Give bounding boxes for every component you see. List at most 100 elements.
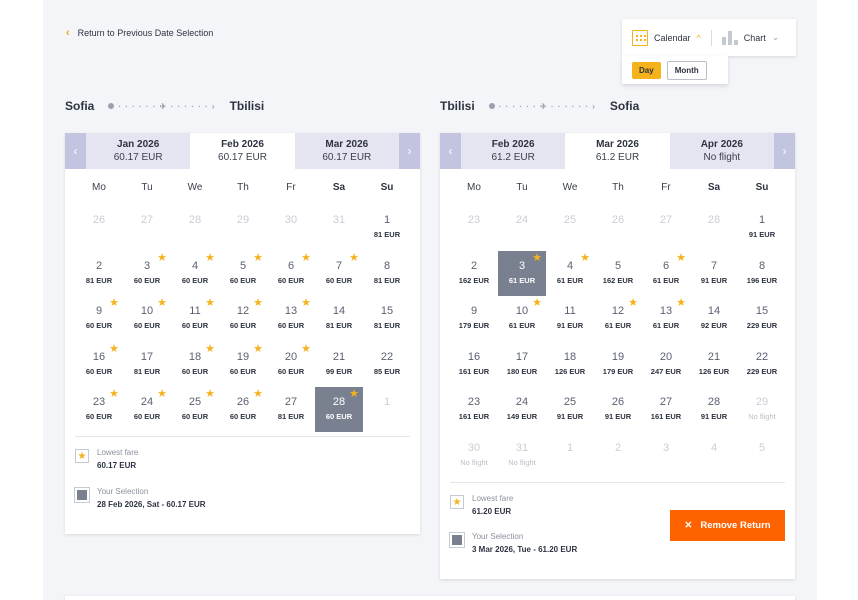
- day-cell[interactable]: 10 60 EUR ★: [123, 296, 171, 341]
- day-cell[interactable]: 11 91 EUR: [546, 296, 594, 341]
- day-cell[interactable]: 10 61 EUR ★: [498, 296, 546, 341]
- day-cell[interactable]: 28 91 EUR: [690, 387, 738, 432]
- day-cell[interactable]: 15 81 EUR: [363, 296, 411, 341]
- day-cell[interactable]: 13 61 EUR ★: [642, 296, 690, 341]
- day-cell[interactable]: 20 247 EUR: [642, 342, 690, 387]
- day-cell[interactable]: 14 81 EUR: [315, 296, 363, 341]
- day-cell[interactable]: 22 229 EUR: [738, 342, 786, 387]
- chart-view-option[interactable]: Chart ⌄: [721, 30, 779, 45]
- day-cell[interactable]: 8 81 EUR: [363, 251, 411, 296]
- day-button[interactable]: Day: [632, 61, 661, 79]
- month-tab-feb[interactable]: Feb 2026 60.17 EUR: [190, 133, 295, 169]
- return-to-previous-link[interactable]: ‹ Return to Previous Date Selection: [66, 27, 213, 39]
- view-toggle-separator: [710, 29, 712, 46]
- day-cell[interactable]: 6 60 EUR ★: [267, 251, 315, 296]
- weekday-header: We: [562, 182, 578, 193]
- day-cell[interactable]: 24 149 EUR: [498, 387, 546, 432]
- day-cell[interactable]: 7 91 EUR: [690, 251, 738, 296]
- day-cell[interactable]: 2 162 EUR: [450, 251, 498, 296]
- prev-month-button[interactable]: ‹: [65, 133, 86, 169]
- day-cell[interactable]: 12 61 EUR ★: [594, 296, 642, 341]
- day-price: 81 EUR: [277, 412, 305, 421]
- legend-value: 3 Mar 2026, Tue - 61.20 EUR: [472, 545, 578, 554]
- day-number: 29: [755, 396, 769, 408]
- legend-divider: [75, 436, 410, 437]
- month-tab-jan[interactable]: Jan 2026 60.17 EUR: [86, 133, 191, 169]
- day-cell[interactable]: 21 126 EUR: [690, 342, 738, 387]
- day-price: 126 EUR: [698, 366, 730, 376]
- day-cell[interactable]: 17 81 EUR: [123, 342, 171, 387]
- day-cell[interactable]: 14 92 EUR: [690, 296, 738, 341]
- day-price: 85 EUR: [373, 366, 401, 376]
- day-cell[interactable]: 16 161 EUR: [450, 342, 498, 387]
- day-number: 29: [236, 214, 250, 226]
- day-cell[interactable]: 18 60 EUR ★: [171, 342, 219, 387]
- day-cell[interactable]: 27 81 EUR: [267, 387, 315, 432]
- day-cell[interactable]: 3 60 EUR ★: [123, 251, 171, 296]
- day-cell: 30: [267, 205, 315, 250]
- day-price: 179 EUR: [602, 366, 634, 376]
- day-number: 1: [566, 441, 574, 454]
- day-number: 3: [662, 441, 670, 454]
- day-cell[interactable]: 25 60 EUR ★: [171, 387, 219, 432]
- calendar-view-option[interactable]: Calendar ^: [632, 29, 701, 46]
- day-cell[interactable]: 26 60 EUR ★: [219, 387, 267, 432]
- day-cell[interactable]: 7 60 EUR ★: [315, 251, 363, 296]
- return-origin: Tbilisi: [440, 99, 475, 113]
- day-cell[interactable]: 20 60 EUR ★: [267, 342, 315, 387]
- weekday-header: We: [187, 182, 203, 193]
- day-price: 247 EUR: [650, 366, 682, 376]
- day-cell[interactable]: 25 91 EUR: [546, 387, 594, 432]
- day-cell[interactable]: 24 60 EUR ★: [123, 387, 171, 432]
- day-cell[interactable]: 19 60 EUR ★: [219, 342, 267, 387]
- month-tab-feb[interactable]: Feb 2026 61.2 EUR: [461, 133, 566, 169]
- day-number: 20: [284, 350, 298, 363]
- day-cell[interactable]: 9 179 EUR: [450, 296, 498, 341]
- month-tab-mar[interactable]: Mar 2026 60.17 EUR: [294, 133, 399, 169]
- close-icon: ✕: [684, 520, 693, 531]
- day-cell[interactable]: 5 162 EUR: [594, 251, 642, 296]
- selected-day-cell[interactable]: 3 61 EUR ★: [498, 250, 546, 296]
- day-cell[interactable]: 4 61 EUR ★: [546, 251, 594, 296]
- prev-month-button[interactable]: ‹: [440, 133, 461, 169]
- day-cell[interactable]: 2 81 EUR: [75, 251, 123, 296]
- day-number: 3: [518, 259, 526, 272]
- day-cell[interactable]: 19 179 EUR: [594, 342, 642, 387]
- next-month-button[interactable]: ›: [773, 133, 795, 169]
- month-price: 60.17 EUR: [218, 152, 267, 163]
- day-cell[interactable]: 16 60 EUR ★: [75, 342, 123, 387]
- day-cell[interactable]: 26 91 EUR: [594, 387, 642, 432]
- day-cell[interactable]: 11 60 EUR ★: [171, 296, 219, 341]
- day-cell[interactable]: 23 60 EUR ★: [75, 387, 123, 432]
- day-cell[interactable]: 17 180 EUR: [498, 342, 546, 387]
- month-tab-apr[interactable]: Apr 2026 No flight: [669, 133, 774, 169]
- day-cell[interactable]: 5 60 EUR ★: [219, 251, 267, 296]
- day-cell: 30 No flight: [450, 433, 498, 478]
- star-icon: ★: [301, 251, 311, 264]
- day-cell[interactable]: 8 196 EUR: [738, 251, 786, 296]
- day-cell[interactable]: 22 85 EUR: [363, 342, 411, 387]
- day-cell[interactable]: 18 126 EUR: [546, 342, 594, 387]
- day-cell[interactable]: 23 161 EUR: [450, 387, 498, 432]
- day-cell[interactable]: 4 60 EUR ★: [171, 251, 219, 296]
- star-icon: ★: [676, 251, 686, 264]
- legend-value: 61.20 EUR: [472, 507, 512, 516]
- day-cell[interactable]: 21 99 EUR: [315, 342, 363, 387]
- weekday-header: Su: [380, 182, 394, 193]
- chart-view-label: Chart: [743, 32, 766, 43]
- remove-return-button[interactable]: ✕ Remove Return: [670, 510, 785, 541]
- next-month-button[interactable]: ›: [398, 133, 420, 169]
- day-cell[interactable]: 6 61 EUR ★: [642, 251, 690, 296]
- day-cell[interactable]: 1 91 EUR: [738, 205, 786, 250]
- day-cell[interactable]: 9 60 EUR ★: [75, 296, 123, 341]
- day-cell[interactable]: 1 81 EUR: [363, 205, 411, 250]
- day-cell[interactable]: 15 229 EUR: [738, 296, 786, 341]
- month-price: 61.2 EUR: [595, 152, 640, 163]
- month-tab-mar[interactable]: Mar 2026 61.2 EUR: [565, 133, 670, 169]
- selected-day-cell[interactable]: 28 60 EUR ★: [315, 387, 363, 432]
- day-cell[interactable]: 27 161 EUR: [642, 387, 690, 432]
- day-number: 25: [563, 214, 577, 226]
- day-cell[interactable]: 13 60 EUR ★: [267, 296, 315, 341]
- month-button[interactable]: Month: [666, 60, 707, 80]
- day-cell[interactable]: 12 60 EUR ★: [219, 296, 267, 341]
